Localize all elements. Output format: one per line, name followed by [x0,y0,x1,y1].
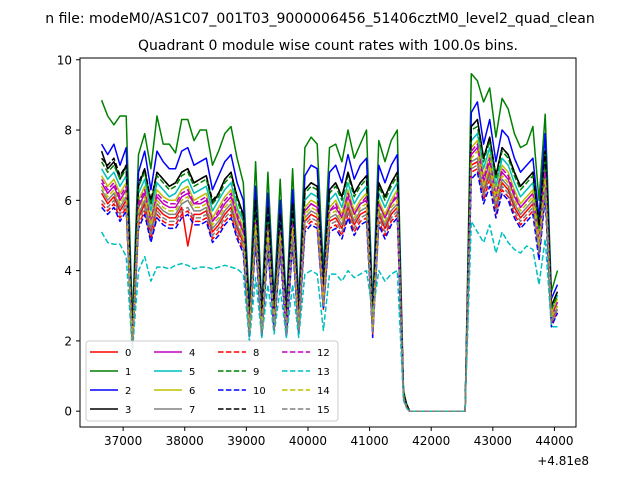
series-line-5 [100,132,559,412]
legend-label-0: 0 [125,348,131,359]
legend-frame [85,340,339,422]
x-tick-label: 38000 [166,434,204,448]
x-tick-label: 41000 [350,434,388,448]
legend-label-5: 5 [189,367,195,378]
plot-frame [79,57,577,428]
series-line-7 [100,157,559,412]
legend-label-8: 8 [253,348,259,359]
y-tick-label: 0 [64,405,72,419]
series-line-10 [101,171,559,412]
legend-label-11: 11 [253,405,266,416]
series-line-12 [100,143,559,412]
y-axis: 0 2 4 6 8 10 [57,53,80,419]
legend-label-3: 3 [125,405,131,416]
y-tick-label: 10 [57,53,72,67]
x-tick-label: 43000 [474,434,512,448]
series-line-13 [100,220,558,412]
legend-label-10: 10 [253,386,266,397]
series-line-9 [100,125,559,412]
y-tick-label: 6 [64,194,72,208]
legend-label-1: 1 [125,367,131,378]
series-line-6 [100,139,559,412]
legend-label-12: 12 [317,348,330,359]
x-axis: 37000 38000 39000 40000 41000 42000 43000 44000 [104,427,574,448]
y-tick-label: 8 [64,124,72,138]
legend-label-7: 7 [189,405,195,416]
legend-label-15: 15 [317,405,330,416]
series-line-14 [100,150,559,412]
legend-label-14: 14 [317,386,330,397]
y-tick-label: 2 [64,334,72,348]
x-tick-label: 39000 [227,434,265,448]
series-line-2 [100,101,559,412]
series-line-1 [100,73,559,412]
legend-label-6: 6 [189,386,195,397]
x-tick-label: 40000 [289,434,327,448]
series-lines [100,73,559,412]
x-offset-label: +4.81e8 [537,454,589,468]
figure-suptitle: n file: modeM0/AS1C07_001T03_9000006456_… [45,11,594,27]
chart-title: Quadrant 0 module wise count rates with … [138,38,518,54]
y-tick-label: 4 [64,264,72,278]
series-line-15 [101,164,559,412]
legend-label-4: 4 [189,348,195,359]
series-line-0 [100,160,559,412]
legend-label-2: 2 [125,386,131,397]
series-line-8 [101,167,559,412]
legend-label-13: 13 [317,367,330,378]
x-tick-label: 37000 [104,434,142,448]
series-line-11 [101,118,559,412]
x-tick-label: 42000 [412,434,450,448]
legend-label-9: 9 [253,367,259,378]
x-tick-label: 44000 [535,434,573,448]
